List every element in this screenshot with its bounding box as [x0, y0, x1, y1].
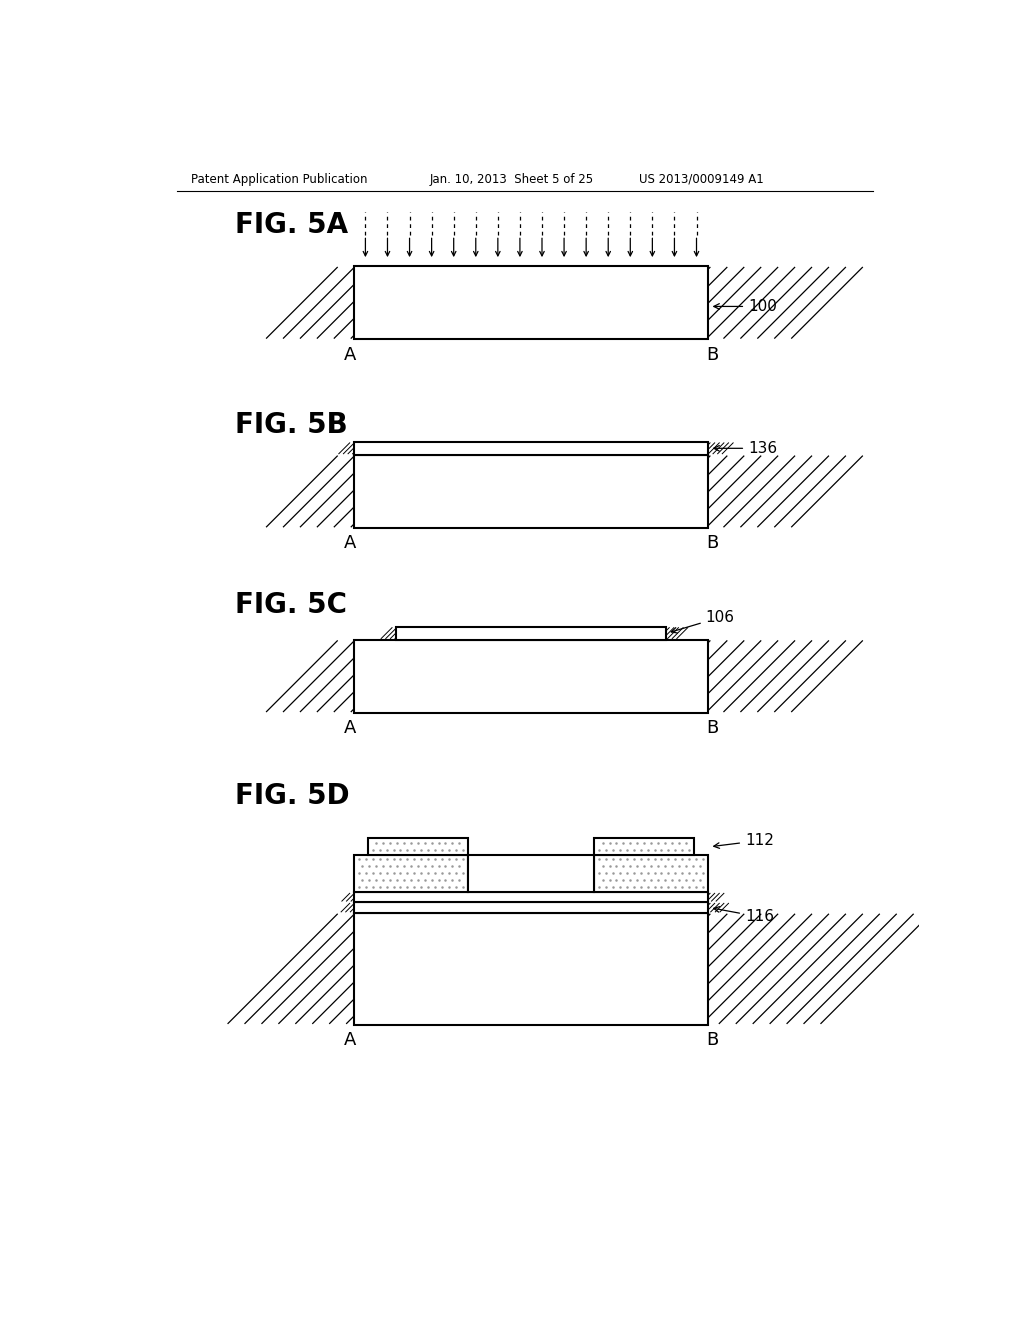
Bar — [396, 627, 666, 640]
Text: FIG. 5B: FIG. 5B — [234, 411, 347, 440]
Bar — [468, 855, 594, 892]
Bar — [354, 903, 708, 913]
Text: A: A — [344, 346, 356, 363]
Text: B: B — [706, 719, 718, 737]
Bar — [354, 640, 708, 713]
Bar — [354, 913, 708, 1024]
Bar — [354, 267, 708, 339]
Text: Patent Application Publication: Patent Application Publication — [190, 173, 368, 186]
Text: US 2013/0009149 A1: US 2013/0009149 A1 — [639, 173, 764, 186]
Text: 100: 100 — [714, 298, 777, 314]
Bar — [354, 455, 708, 528]
Text: 106: 106 — [672, 610, 735, 634]
Text: 136: 136 — [714, 441, 777, 455]
Bar — [354, 892, 708, 903]
Text: 116: 116 — [714, 907, 774, 924]
Text: B: B — [706, 346, 718, 363]
Text: A: A — [344, 535, 356, 552]
Text: FIG. 5C: FIG. 5C — [234, 591, 346, 619]
Text: FIG. 5A: FIG. 5A — [234, 211, 347, 239]
Text: 112: 112 — [714, 833, 774, 849]
Bar — [354, 855, 468, 892]
Bar — [368, 838, 468, 855]
Bar — [354, 442, 708, 455]
Text: A: A — [344, 1031, 356, 1049]
Text: Jan. 10, 2013  Sheet 5 of 25: Jan. 10, 2013 Sheet 5 of 25 — [429, 173, 594, 186]
Text: B: B — [706, 535, 718, 552]
Text: FIG. 5D: FIG. 5D — [234, 781, 349, 810]
Text: A: A — [344, 719, 356, 737]
Text: B: B — [706, 1031, 718, 1049]
Bar — [594, 855, 708, 892]
Bar — [594, 838, 694, 855]
